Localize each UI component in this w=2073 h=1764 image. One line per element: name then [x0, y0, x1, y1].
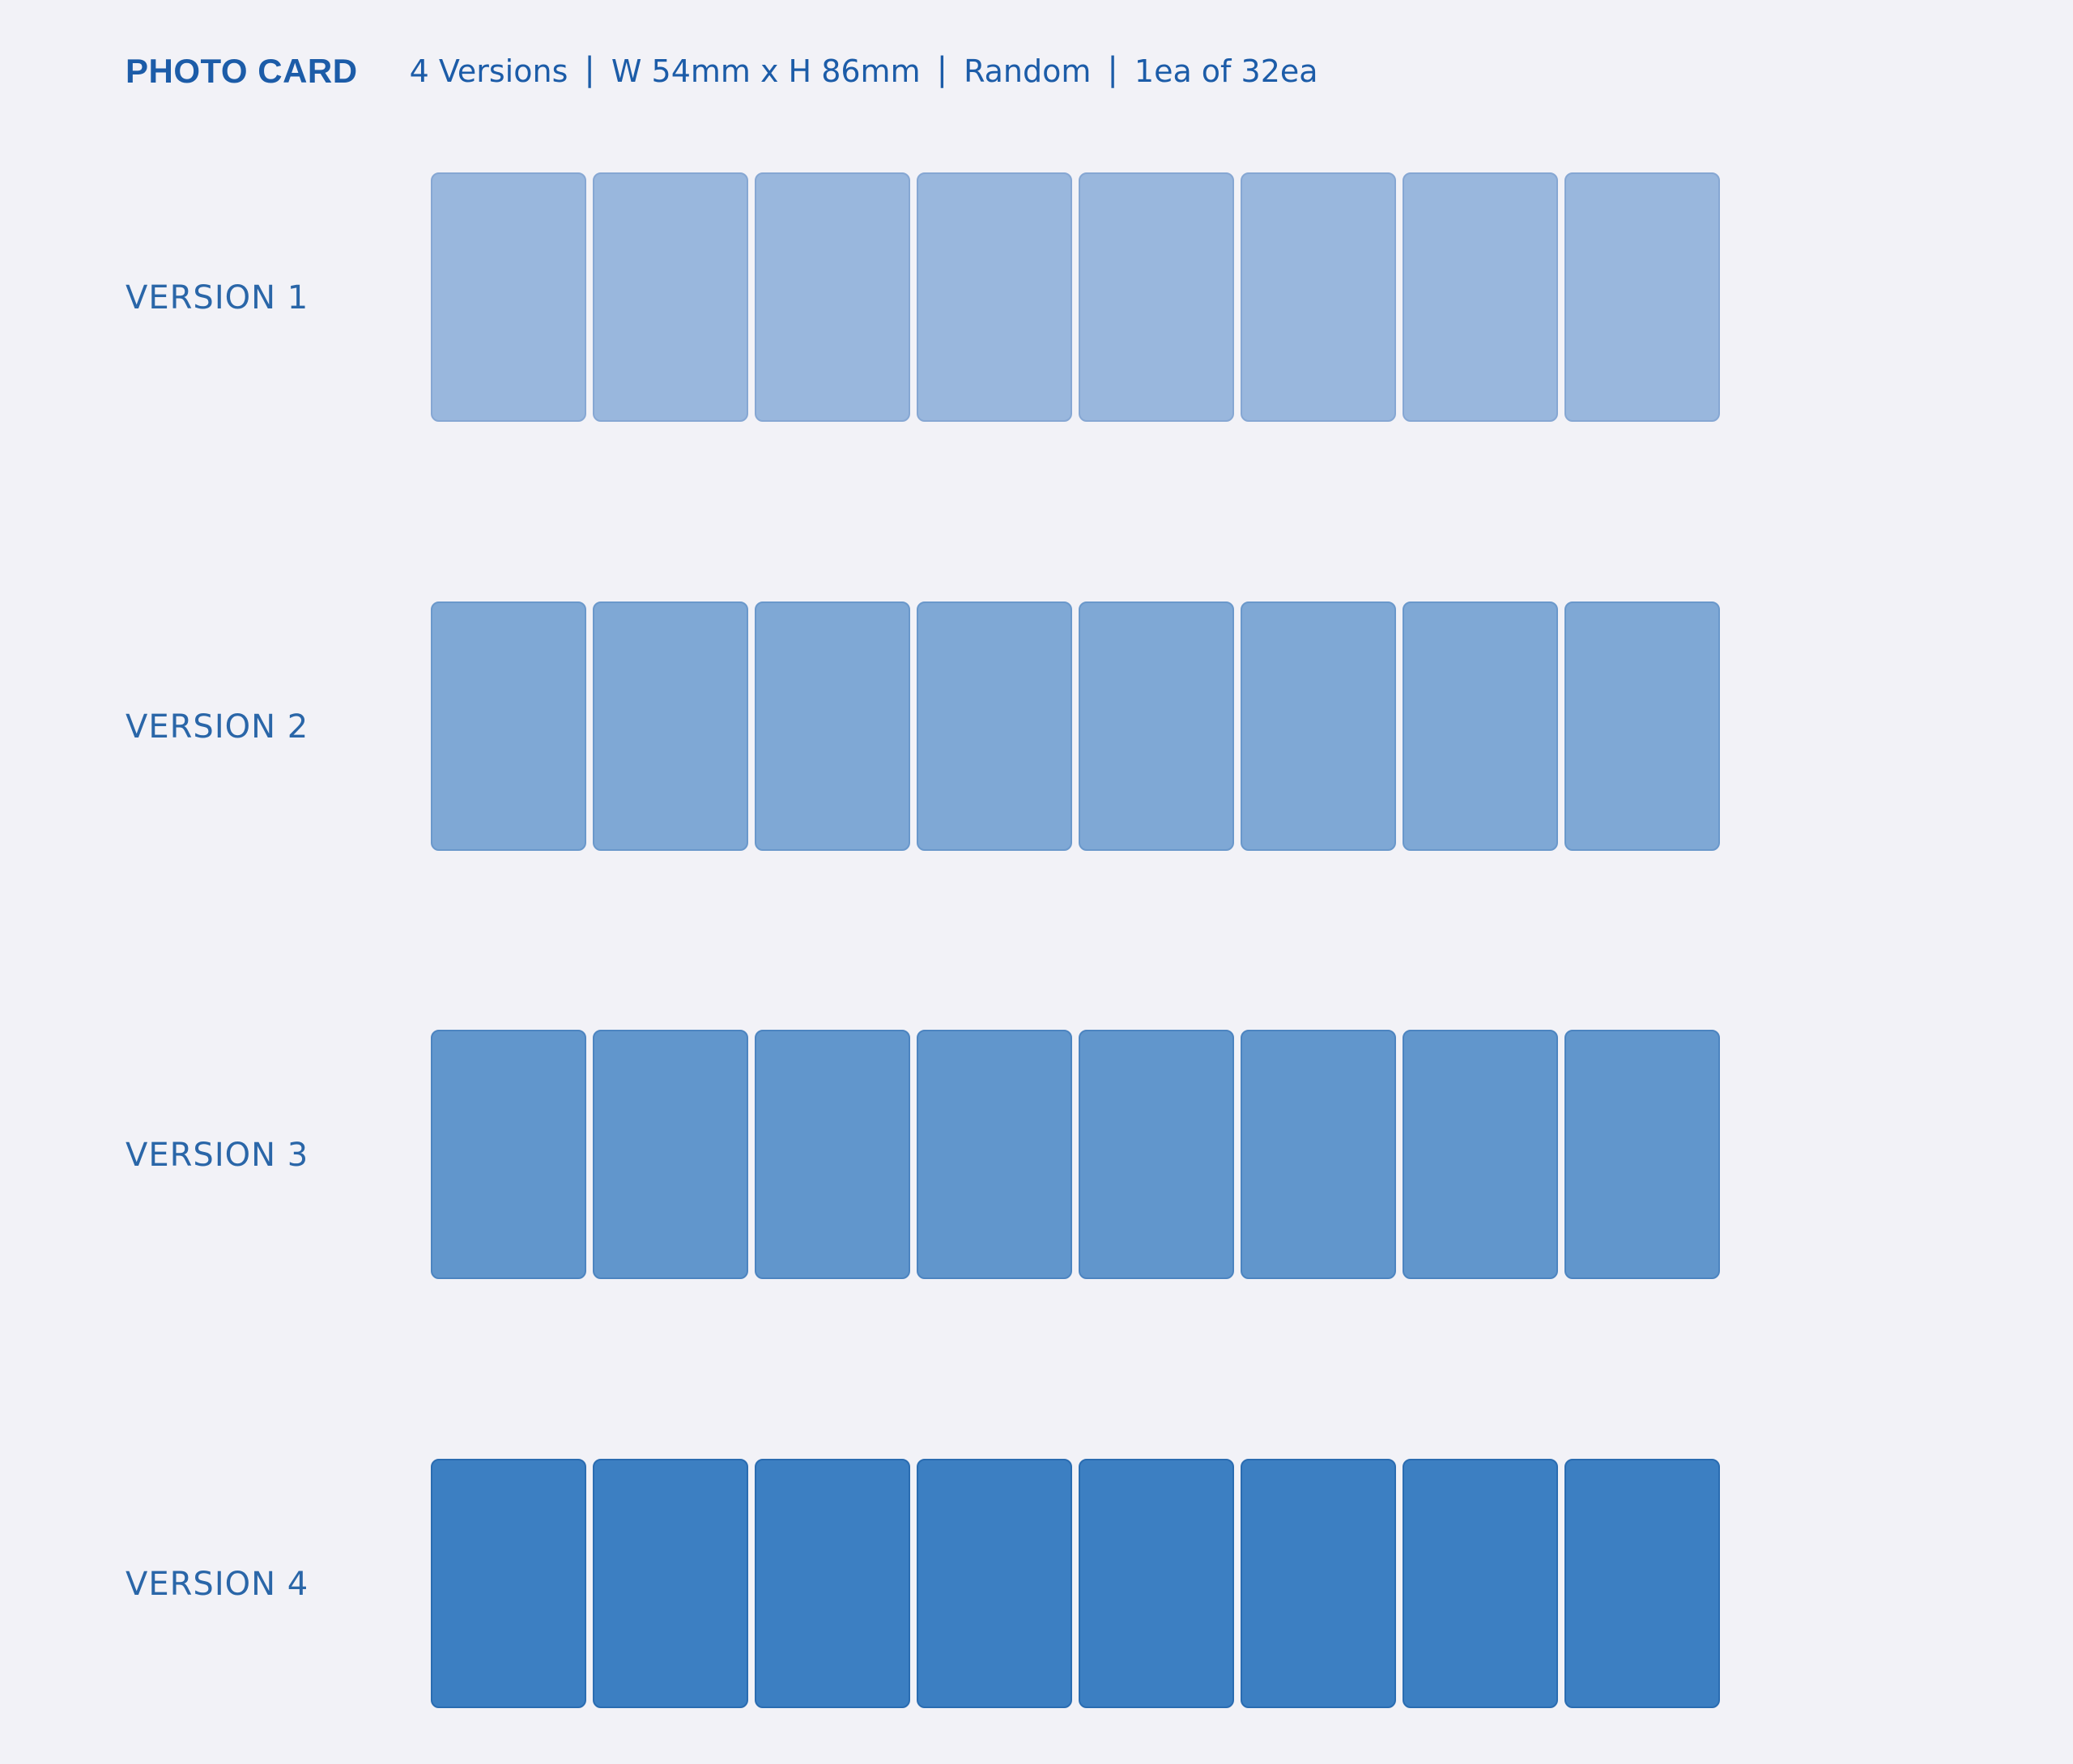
spec-separator: | [584, 51, 595, 88]
card-row [431, 1030, 1720, 1281]
photo-card [431, 1459, 586, 1708]
version-row-4: VERSION 4 [0, 1459, 2073, 1710]
photo-card [1241, 1459, 1396, 1708]
card-row [431, 172, 1720, 423]
photo-card [431, 1030, 586, 1279]
photo-card [755, 172, 910, 422]
photo-card [1079, 601, 1234, 851]
version-label: VERSION 1 [126, 279, 309, 317]
card-row [431, 601, 1720, 852]
photo-card [1564, 172, 1720, 422]
photo-card [1564, 601, 1720, 851]
photo-card [431, 601, 586, 851]
spec-size: W 54mm x H 86mm [611, 53, 921, 89]
spec-separator: | [936, 51, 948, 88]
spec-quantity: 1ea of 32ea [1134, 53, 1318, 89]
spec-separator: | [1107, 51, 1118, 88]
version-row-3: VERSION 3 [0, 1030, 2073, 1281]
spec-random: Random [964, 53, 1092, 89]
photo-card [755, 601, 910, 851]
photo-card [1564, 1459, 1720, 1708]
version-label: VERSION 4 [126, 1566, 309, 1603]
photo-card [1241, 172, 1396, 422]
photo-card [1403, 172, 1558, 422]
photo-card [1241, 1030, 1396, 1279]
photo-card [917, 601, 1072, 851]
photo-card [755, 1030, 910, 1279]
version-row-2: VERSION 2 [0, 601, 2073, 852]
photo-card [593, 172, 748, 422]
photo-card [1403, 1030, 1558, 1279]
spec-versions: 4 Versions [409, 53, 568, 89]
photo-card [1079, 1459, 1234, 1708]
photo-card [1079, 172, 1234, 422]
photo-card [1564, 1030, 1720, 1279]
photo-card [1079, 1030, 1234, 1279]
version-label: VERSION 3 [126, 1137, 309, 1174]
photo-card [917, 172, 1072, 422]
photo-card [755, 1459, 910, 1708]
photo-card [917, 1030, 1072, 1279]
version-row-1: VERSION 1 [0, 172, 2073, 423]
photo-card [593, 1459, 748, 1708]
photo-card [1403, 1459, 1558, 1708]
photo-card [1241, 601, 1396, 851]
card-row [431, 1459, 1720, 1710]
header: PHOTO CARD 4 Versions | W 54mm x H 86mm … [126, 47, 1318, 96]
photo-card [1403, 601, 1558, 851]
photo-card [917, 1459, 1072, 1708]
photo-card [593, 601, 748, 851]
version-label: VERSION 2 [126, 708, 309, 746]
page-title: PHOTO CARD [126, 52, 358, 90]
photo-card [431, 172, 586, 422]
photo-card [593, 1030, 748, 1279]
